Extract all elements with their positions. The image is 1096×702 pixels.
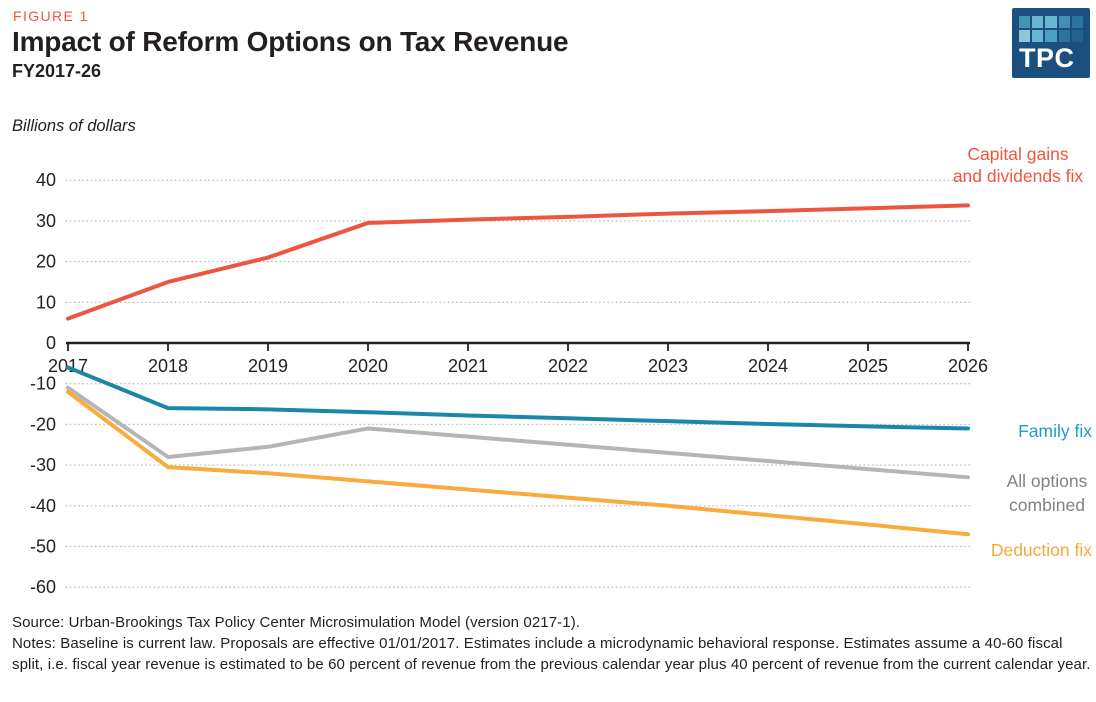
svg-text:0: 0 bbox=[46, 333, 56, 353]
svg-text:-20: -20 bbox=[30, 414, 56, 434]
series-line bbox=[66, 389, 970, 537]
series-line bbox=[66, 203, 970, 321]
tpc-logo-grid-icon bbox=[1019, 16, 1083, 42]
svg-text:-40: -40 bbox=[30, 496, 56, 516]
x-axis bbox=[66, 341, 970, 351]
data-series-lines bbox=[66, 203, 970, 537]
svg-text:2023: 2023 bbox=[648, 356, 688, 376]
label-family-fix: Family fix bbox=[1018, 421, 1092, 441]
tpc-logo-text: TPC bbox=[1019, 43, 1075, 73]
tpc-logo: TPC bbox=[1012, 8, 1090, 78]
svg-text:2021: 2021 bbox=[448, 356, 488, 376]
source-note: Source: Urban-Brookings Tax Policy Cente… bbox=[12, 614, 581, 631]
svg-text:2022: 2022 bbox=[548, 356, 588, 376]
svg-text:40: 40 bbox=[36, 170, 56, 190]
y-axis-tick-labels: 40 30 20 10 0 -10 -20 -30 -40 -50 -60 bbox=[30, 170, 56, 597]
label-capital-gains-line2: and dividends fix bbox=[953, 166, 1084, 186]
page-subtitle: FY2017-26 bbox=[12, 61, 102, 81]
page-title: Impact of Reform Options on Tax Revenue bbox=[12, 26, 569, 57]
svg-text:2019: 2019 bbox=[248, 356, 288, 376]
svg-text:10: 10 bbox=[36, 292, 56, 312]
svg-text:2018: 2018 bbox=[148, 356, 188, 376]
label-all-options-line1: All options bbox=[1007, 471, 1088, 491]
svg-text:2026: 2026 bbox=[948, 356, 988, 376]
svg-text:-30: -30 bbox=[30, 455, 56, 475]
svg-text:2020: 2020 bbox=[348, 356, 388, 376]
label-deduction-fix: Deduction fix bbox=[991, 540, 1092, 560]
series-line bbox=[66, 385, 970, 480]
series-annotations: Capital gains and dividends fix Family f… bbox=[953, 144, 1092, 560]
figure-label: FIGURE 1 bbox=[13, 8, 89, 24]
gridlines bbox=[65, 179, 971, 588]
label-all-options-line2: combined bbox=[1009, 495, 1085, 515]
svg-text:-10: -10 bbox=[30, 374, 56, 394]
notes-text: Notes: Baseline is current law. Proposal… bbox=[12, 634, 1091, 673]
svg-text:20: 20 bbox=[36, 252, 56, 272]
svg-text:-60: -60 bbox=[30, 577, 56, 597]
y-axis-units-label: Billions of dollars bbox=[12, 117, 136, 135]
label-capital-gains-line1: Capital gains bbox=[967, 144, 1068, 164]
svg-text:2025: 2025 bbox=[848, 356, 888, 376]
svg-text:-50: -50 bbox=[30, 537, 56, 557]
series-line bbox=[66, 365, 970, 431]
svg-text:30: 30 bbox=[36, 211, 56, 231]
x-axis-tick-labels: 2017 2018 2019 2020 2021 2022 2023 2024 2025 2026 bbox=[48, 356, 988, 376]
svg-text:2024: 2024 bbox=[748, 356, 788, 376]
footnotes: Source: Urban-Brookings Tax Policy Cente… bbox=[12, 613, 1094, 676]
